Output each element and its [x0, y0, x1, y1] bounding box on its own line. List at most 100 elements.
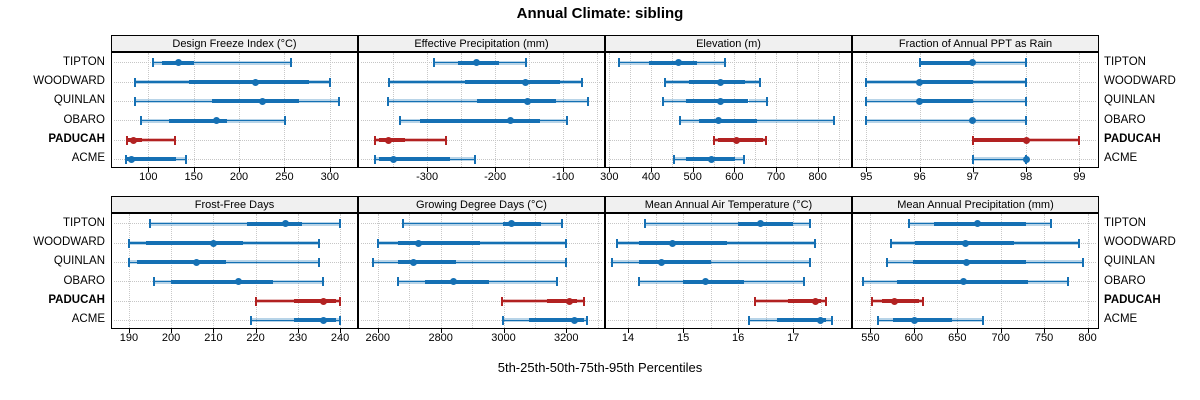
strip-fraction-of-annual-ppt-as-rain: Fraction of Annual PPT as Rain [852, 35, 1099, 52]
gridline [957, 214, 959, 328]
axis-tick [692, 168, 694, 172]
gridline [461, 53, 463, 167]
axis-tick-label: 16 [731, 332, 745, 344]
whisker-cap-5th [140, 116, 143, 126]
row-leader [608, 300, 849, 302]
gridline [409, 214, 411, 328]
median-dot [251, 78, 259, 86]
band-5-25 [255, 299, 294, 303]
whisker-cap-5th [124, 154, 127, 164]
whisker-cap-5th [397, 277, 400, 287]
gridline [255, 214, 257, 328]
band-5-25 [154, 279, 172, 284]
axis-tick-label: 96 [913, 171, 926, 183]
axis-tick [563, 168, 565, 172]
whisker-cap-95th [803, 277, 806, 287]
band-25-75 [169, 118, 228, 123]
band-5-25 [388, 80, 466, 84]
site-label-right-tipton: TIPTON [1104, 216, 1146, 229]
whisker-cap-5th [865, 116, 868, 126]
axis-tick [1026, 168, 1028, 172]
site-label-right-obaro: OBARO [1104, 274, 1146, 287]
band-75-95 [919, 299, 923, 303]
axis-tick-label: 600 [725, 171, 744, 183]
site-label-left-quinlan: QUINLAN [53, 94, 105, 107]
band-25-75 [476, 99, 557, 104]
gridline [171, 214, 173, 328]
whisker-cap-5th [638, 277, 641, 287]
axis-tick-label: -300 [416, 171, 439, 183]
axis-tick [193, 168, 195, 172]
band-75-95 [298, 99, 339, 104]
strip-mean-annual-air-temperature-c: Mean Annual Air Temperature (°C) [605, 196, 852, 213]
band-75-95 [193, 60, 291, 65]
axis-tick [171, 329, 173, 333]
axis-tick-label: 700 [766, 171, 786, 183]
median-dot [281, 220, 289, 228]
band-75-95 [479, 241, 567, 245]
band-75-95 [556, 99, 589, 104]
band-25-75 [972, 138, 1027, 142]
site-label-right-obaro: OBARO [1104, 113, 1146, 126]
whisker-cap-95th [759, 77, 762, 87]
whisker-cap-5th [661, 96, 664, 106]
band-75-95 [227, 118, 286, 123]
gridline [713, 53, 715, 167]
strip-frost-free-days: Frost-Free Days [111, 196, 358, 213]
band-25-75 [398, 241, 480, 245]
strip-design-freeze-index-c: Design Freeze Index (°C) [111, 35, 358, 52]
whisker-cap-5th [133, 77, 136, 87]
band-5-25 [662, 99, 686, 104]
strip-elevation-m: Elevation (m) [605, 35, 852, 52]
band-25-75 [137, 260, 227, 265]
axis-tick-label: 210 [204, 332, 223, 344]
row-leader [361, 300, 602, 302]
whisker-cap-95th [185, 154, 188, 164]
whisker-cap-95th [921, 296, 924, 306]
axis-tick [776, 168, 777, 172]
median-dot [717, 97, 725, 105]
band-5-25 [972, 157, 1027, 162]
median-dot [817, 316, 825, 324]
band-5-25 [388, 99, 477, 104]
gridline [393, 53, 394, 167]
axis-tick-label: 800 [1078, 332, 1097, 344]
band-5-25 [399, 118, 421, 123]
axis-tick [1044, 329, 1046, 333]
whisker-cap-95th [317, 257, 320, 267]
band-25-75 [685, 99, 749, 104]
median-dot [506, 117, 514, 125]
band-75-95 [1025, 221, 1052, 226]
gridline [597, 214, 599, 328]
band-75-95 [226, 260, 319, 265]
gridline [503, 214, 505, 328]
gridline [972, 53, 974, 167]
band-75-95 [727, 241, 816, 245]
whisker-cap-95th [1077, 238, 1080, 248]
whisker-cap-95th [560, 219, 563, 229]
axis-tick-label: 97 [966, 171, 979, 183]
median-dot [969, 117, 977, 125]
axis-tick-label: 750 [1034, 332, 1054, 344]
axis-tick [870, 329, 872, 333]
axis-tick-label: 17 [787, 332, 800, 344]
band-75-95 [489, 279, 557, 284]
band-75-95 [952, 318, 984, 323]
site-label-left-tipton: TIPTON [63, 216, 105, 229]
median-dot [675, 59, 682, 67]
gridline [609, 53, 611, 167]
band-75-95 [710, 260, 810, 265]
band-25-75 [127, 157, 176, 162]
range-line [150, 222, 341, 225]
band-75-95 [405, 138, 447, 142]
axis-tick [1000, 329, 1002, 333]
gridline [1087, 214, 1089, 328]
whisker-cap-5th [127, 257, 130, 267]
band-5-25 [674, 157, 686, 162]
band-25-75 [919, 80, 973, 84]
band-5-25 [891, 241, 915, 245]
band-25-75 [145, 241, 243, 245]
whisker-cap-95th [1025, 58, 1028, 68]
band-5-25 [501, 299, 548, 303]
site-label-right-acme: ACME [1104, 152, 1138, 165]
